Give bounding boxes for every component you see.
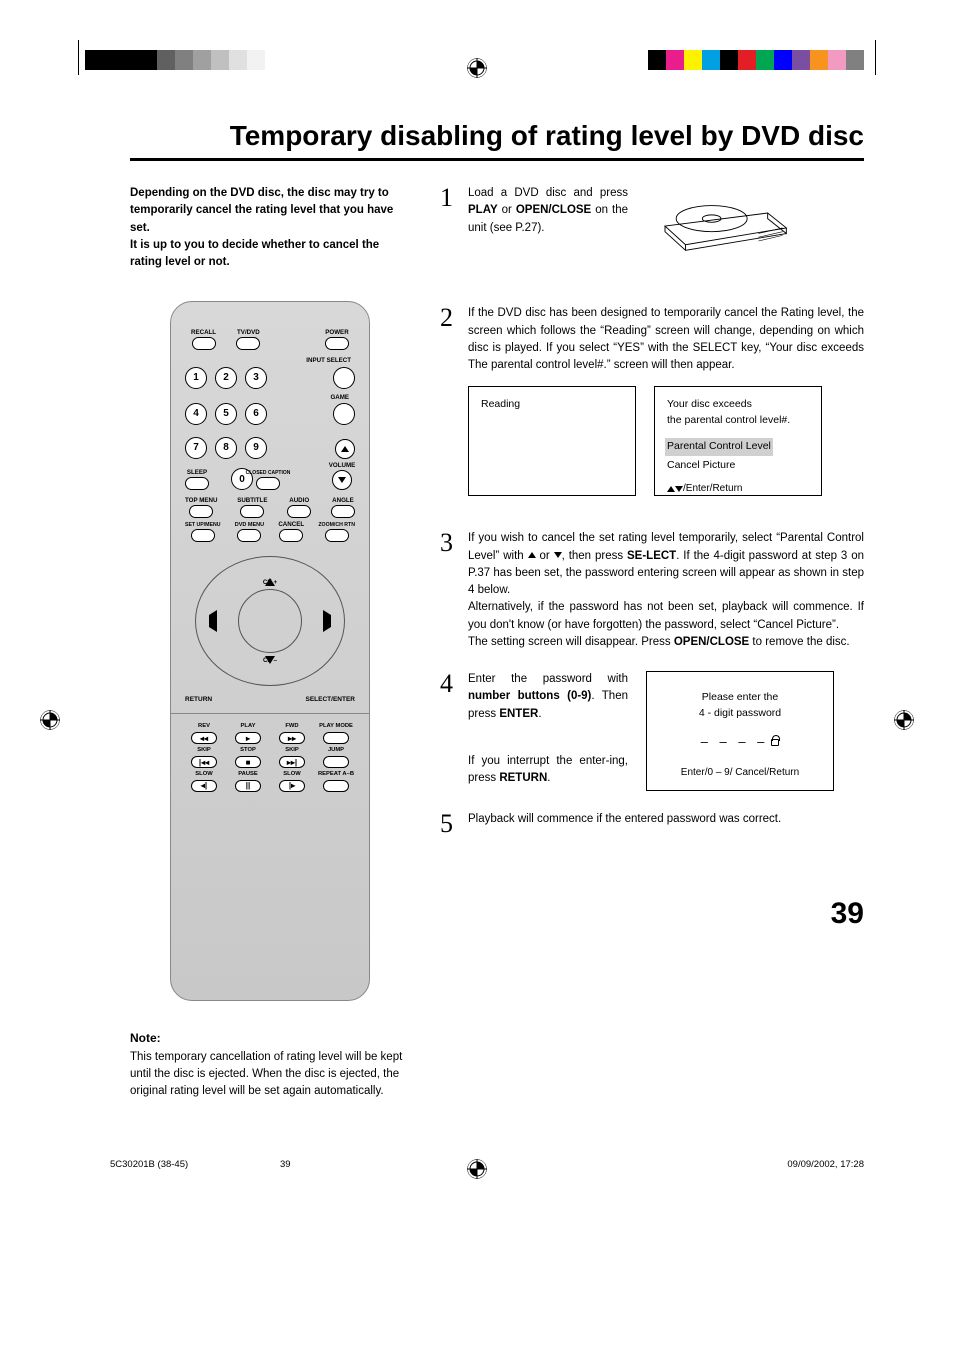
intro-text: Depending on the DVD disc, the disc may … xyxy=(130,185,410,271)
footer: 5C30201B (38-45) 39 09/09/2002, 17:28 xyxy=(0,1139,954,1210)
registration-mark-icon xyxy=(467,58,487,83)
crop-marks-top xyxy=(0,40,954,120)
step-3: 3 If you wish to cancel the set rating l… xyxy=(440,530,864,651)
registration-mark-icon xyxy=(467,1159,487,1179)
step-4: 4 Enter the password with number buttons… xyxy=(440,671,864,791)
screen-exceeds: Your disc exceeds the parental control l… xyxy=(654,386,822,496)
footer-page: 39 xyxy=(280,1159,291,1170)
screen-password: Please enter the 4 - digit password – – … xyxy=(646,671,834,791)
step-3-text: If you wish to cancel the set rating lev… xyxy=(468,530,864,651)
step-4-text-b: If you interrupt the enter-ing, press RE… xyxy=(468,753,628,788)
note-body: This temporary cancellation of rating le… xyxy=(130,1049,410,1099)
step-2: 2 If the DVD disc has been designed to t… xyxy=(440,305,864,496)
page-number: 39 xyxy=(440,897,864,931)
note-heading: Note: xyxy=(130,1031,410,1045)
step-1-text: Load a DVD disc and press PLAY or OPEN/C… xyxy=(468,185,628,237)
step-2-text: If the DVD disc has been designed to tem… xyxy=(468,305,864,374)
footer-date: 09/09/2002, 17:28 xyxy=(787,1159,864,1170)
step-5-text: Playback will commence if the entered pa… xyxy=(468,811,864,837)
colorbar-right xyxy=(648,50,864,70)
screen-reading: Reading xyxy=(468,386,636,496)
lock-icon xyxy=(771,739,779,746)
remote-control-illustration: RECALL TV/DVD POWER INPUT SELECT 123 GAM… xyxy=(170,301,370,1001)
colorbar-left xyxy=(85,50,301,70)
footer-doc: 5C30201B (38-45) xyxy=(110,1159,188,1170)
step-4-text-a: Enter the password with number buttons (… xyxy=(468,671,628,723)
step-5: 5 Playback will commence if the entered … xyxy=(440,811,864,837)
page-title: Temporary disabling of rating level by D… xyxy=(130,120,864,161)
step-1: 1 Load a DVD disc and press PLAY or OPEN… xyxy=(440,185,864,275)
dvd-tray-icon xyxy=(646,185,796,275)
